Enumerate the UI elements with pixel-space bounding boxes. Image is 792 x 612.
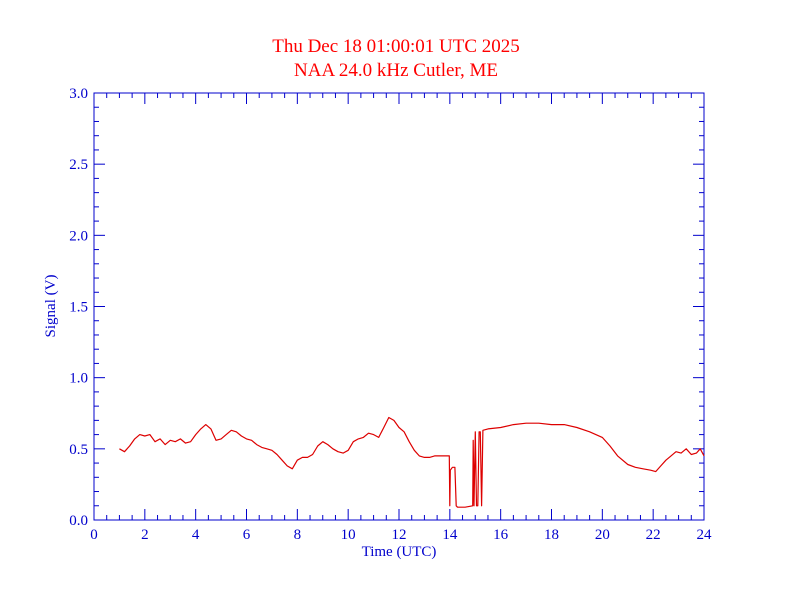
x-tick-label: 16 <box>493 527 509 543</box>
x-tick-label: 8 <box>294 527 302 543</box>
plot-frame <box>93 92 705 521</box>
x-tick-label: 24 <box>697 527 713 543</box>
y-tick-label: 2.5 <box>69 157 88 173</box>
x-tick-label: 22 <box>646 527 661 543</box>
chart-title: Thu Dec 18 01:00:01 UTC 2025 <box>272 36 520 57</box>
x-tick-label: 14 <box>442 527 458 543</box>
signal-series-line <box>119 416 705 508</box>
x-tick-label: 2 <box>141 527 149 543</box>
x-tick-label: 10 <box>341 527 356 543</box>
y-tick-label: 1.0 <box>69 371 88 387</box>
y-tick-label: 1.5 <box>69 300 88 316</box>
y-axis-label: Signal (V) <box>43 275 59 338</box>
y-tick-label: 0.0 <box>69 513 88 529</box>
x-tick-label: 18 <box>544 527 559 543</box>
x-axis-label: Time (UTC) <box>362 544 437 560</box>
x-tick-label: 4 <box>192 527 200 543</box>
y-tick-label: 0.5 <box>69 442 88 458</box>
y-tick-label: 2.0 <box>69 228 88 244</box>
y-tick-label: 3.0 <box>69 86 88 102</box>
x-tick-label: 6 <box>243 527 251 543</box>
x-tick-label: 20 <box>595 527 610 543</box>
chart-subtitle: NAA 24.0 kHz Cutler, ME <box>294 60 498 81</box>
x-tick-label: 12 <box>392 527 407 543</box>
x-tick-label: 0 <box>90 527 98 543</box>
